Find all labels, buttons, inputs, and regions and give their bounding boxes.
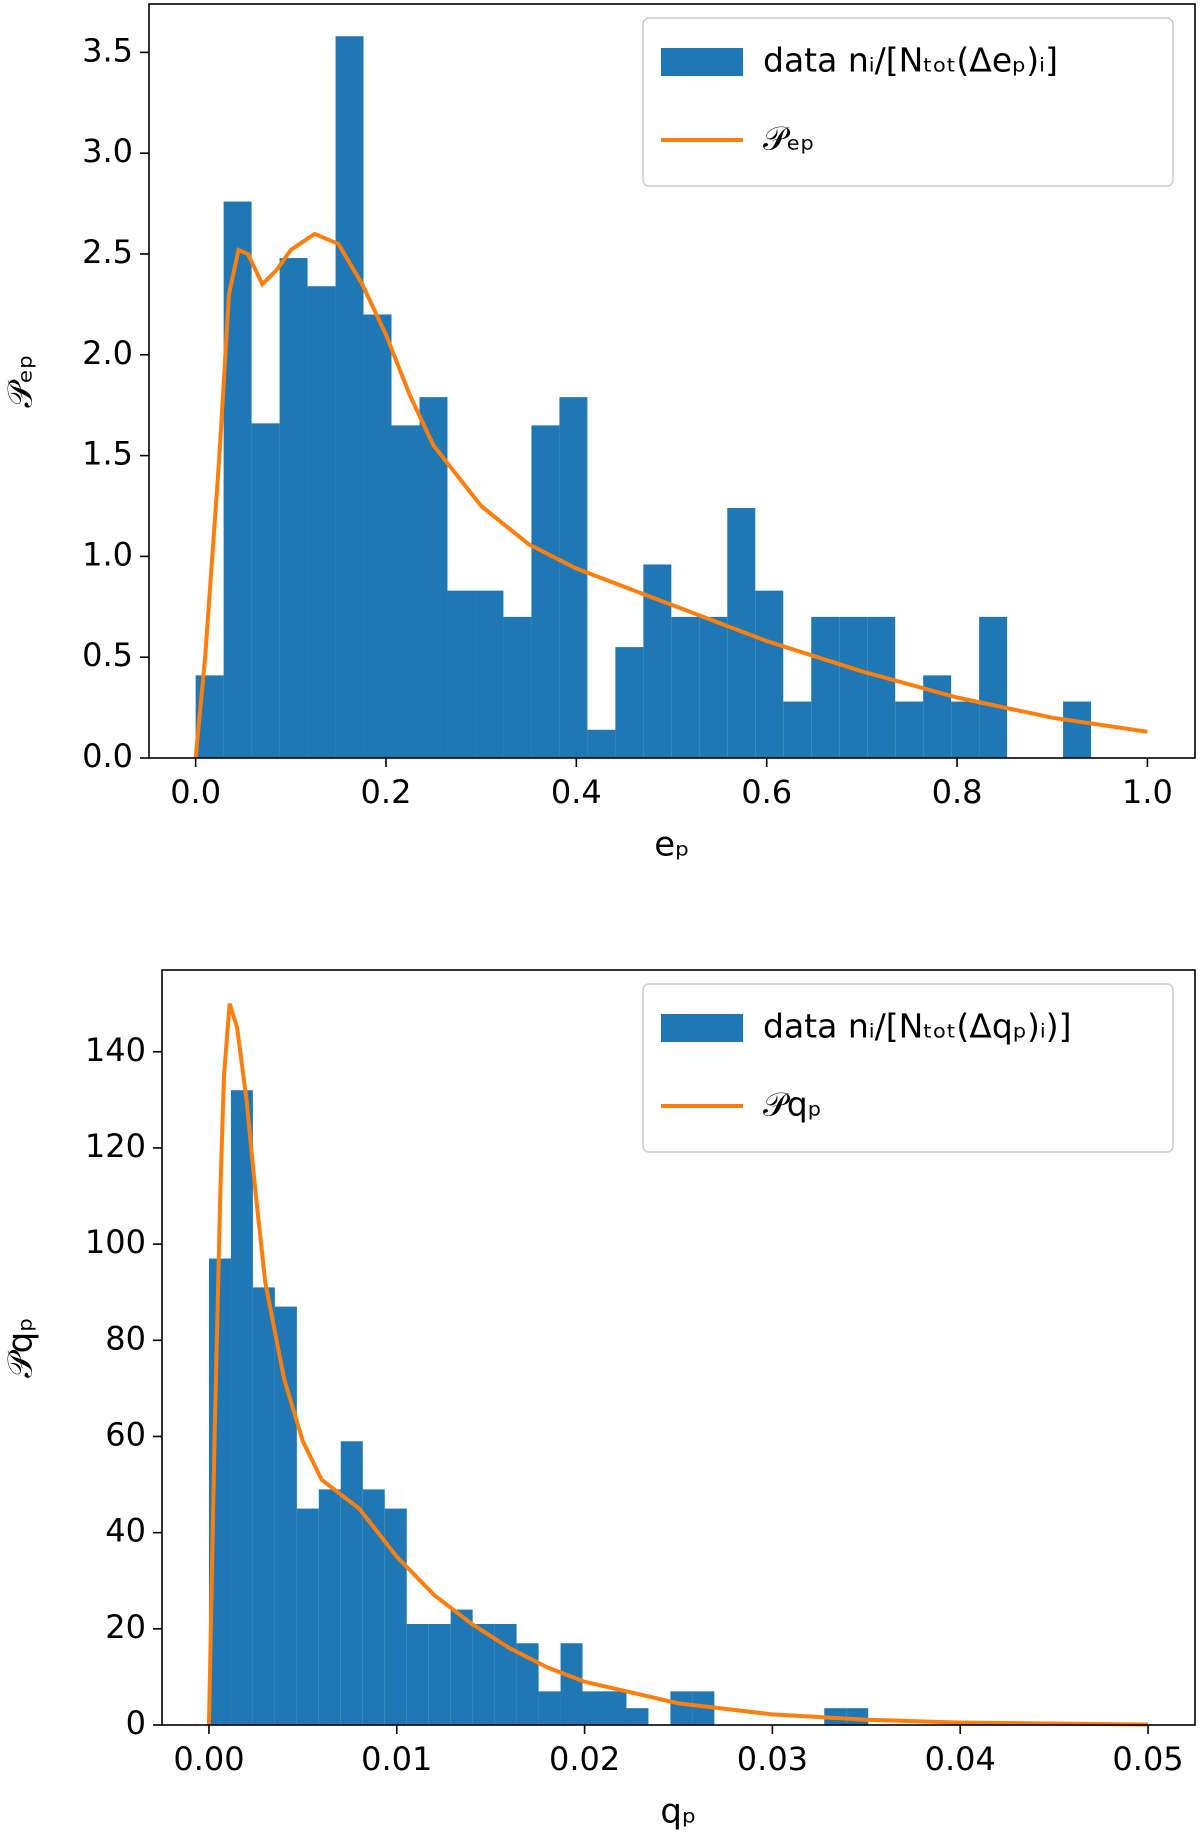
y-tick-label: 80 [105, 1319, 146, 1357]
legend-swatch [661, 48, 743, 76]
histogram-bar [559, 397, 588, 758]
histogram-bar [251, 423, 280, 758]
histogram-bar [307, 286, 336, 758]
histogram-bar [475, 590, 504, 758]
histogram-bar [340, 1441, 363, 1725]
histogram-bar [699, 616, 728, 758]
y-tick-label: 1.5 [82, 435, 133, 473]
histogram-bar [384, 1508, 407, 1725]
axes-frame [161, 969, 1196, 1726]
x-tick-label: 0.2 [361, 773, 412, 811]
x-tick-label: 0.00 [173, 1740, 244, 1778]
y-tick-label: 0.5 [82, 636, 133, 674]
axes-frame [148, 3, 1196, 759]
histogram-bar [626, 1708, 649, 1725]
x-tick-label: 0.0 [170, 773, 221, 811]
histogram-bar [363, 314, 392, 758]
x-tick-label: 0.02 [549, 1740, 620, 1778]
y-tick-label: 0 [126, 1704, 146, 1742]
x-axis-title: eₚ [654, 825, 689, 865]
legend-swatch [661, 1014, 743, 1042]
legend-label: data nᵢ/[Nₜₒₜ(Δqₚ)ᵢ)] [763, 1007, 1071, 1046]
histogram-bar [419, 397, 448, 758]
legend-label: 𝒫qₚ [763, 1085, 822, 1124]
legend-frame [642, 983, 1174, 1153]
x-axis-title: qₚ [660, 1792, 696, 1832]
legend-label: 𝒫ₑₚ [763, 119, 815, 158]
histogram-bar [755, 590, 784, 758]
y-tick-label: 40 [105, 1512, 146, 1550]
y-tick-label: 3.0 [82, 132, 133, 170]
histogram-bar [643, 564, 672, 758]
density-curve [193, 231, 1148, 759]
histogram-bar [839, 616, 868, 758]
density-curve [206, 1003, 1149, 1727]
histogram-bar [447, 590, 476, 758]
y-tick-label: 0.0 [82, 737, 133, 775]
histogram-bar [318, 1489, 341, 1725]
histogram-bar [391, 425, 420, 758]
histogram-bar [406, 1624, 429, 1725]
y-tick-label: 2.0 [82, 334, 133, 372]
x-tick-label: 0.8 [932, 773, 983, 811]
histogram-bar [587, 729, 616, 758]
legend-frame [642, 17, 1174, 187]
y-tick-label: 100 [85, 1223, 146, 1261]
histogram-bar [811, 616, 840, 758]
y-tick-label: 1.0 [82, 535, 133, 573]
histogram-bar [867, 616, 896, 758]
histogram-bar [279, 258, 308, 758]
histogram-bar [979, 616, 1008, 758]
histogram-bar [252, 1287, 275, 1725]
x-tick-label: 0.04 [925, 1740, 996, 1778]
x-tick-label: 0.03 [737, 1740, 808, 1778]
histogram-bar [531, 425, 560, 758]
histogram-bar [671, 616, 700, 758]
y-tick-label: 3.5 [82, 31, 133, 69]
x-tick-label: 0.01 [361, 1740, 432, 1778]
histogram-bar [362, 1489, 385, 1725]
histogram-bar [274, 1306, 297, 1725]
histogram-bar [1063, 701, 1092, 758]
histogram-bar [951, 701, 980, 758]
histogram-bar [783, 701, 812, 758]
y-tick-label: 140 [85, 1031, 146, 1069]
plot [206, 1003, 1149, 1727]
x-tick-label: 0.4 [551, 773, 602, 811]
histogram-bar [846, 1708, 869, 1725]
histogram-bar [516, 1643, 539, 1725]
histogram-bar [560, 1643, 583, 1725]
y-tick-label: 120 [85, 1127, 146, 1165]
y-tick-label: 60 [105, 1415, 146, 1453]
histogram-bar [335, 36, 364, 758]
histogram-bar [296, 1508, 319, 1725]
histogram-bar [538, 1691, 561, 1725]
histogram-bar [230, 1090, 253, 1725]
y-axis-title: 𝒫ₑₚ [1, 354, 41, 407]
plot [193, 36, 1148, 759]
y-axis-title: 𝒫qₚ [1, 1317, 41, 1378]
histogram-bar [895, 701, 924, 758]
histogram-bar [223, 201, 252, 758]
histogram-bar [450, 1609, 473, 1725]
histogram-bar [615, 647, 644, 758]
x-tick-label: 0.6 [741, 773, 792, 811]
histogram-bar [582, 1691, 605, 1725]
x-tick-label: 1.0 [1122, 773, 1173, 811]
histogram-bar [428, 1624, 451, 1725]
x-tick-label: 0.05 [1112, 1740, 1183, 1778]
histogram-bar [670, 1691, 693, 1725]
histogram-bar [604, 1691, 627, 1725]
y-tick-label: 20 [105, 1608, 146, 1646]
histogram-bar [503, 616, 532, 758]
legend-label: data nᵢ/[Nₜₒₜ(Δeₚ)ᵢ] [763, 41, 1058, 80]
histogram-bar [472, 1624, 495, 1725]
y-tick-label: 2.5 [82, 233, 133, 271]
